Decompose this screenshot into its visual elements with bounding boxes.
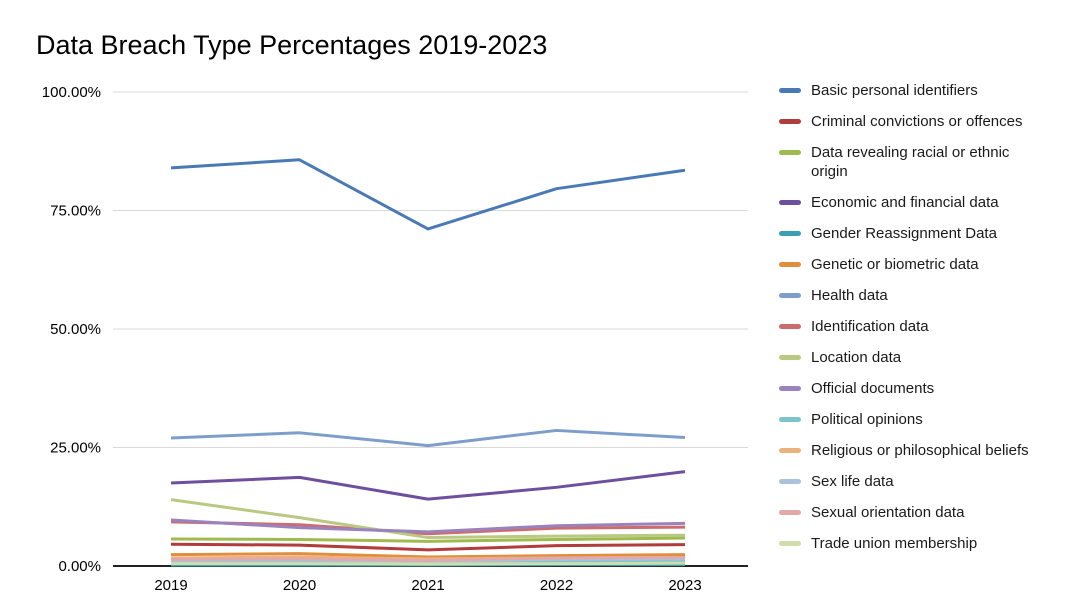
legend-label: Location data [811, 349, 902, 366]
legend-label: Trade union membership [811, 535, 978, 552]
legend-item-religious-or-philosophical-beliefs[interactable]: Religious or philosophical beliefs [779, 441, 1069, 460]
legend-swatch-icon [779, 417, 801, 422]
y-axis-tick-label: 50.00% [50, 321, 101, 338]
legend-swatch-icon [779, 386, 801, 391]
legend-swatch-icon [779, 541, 801, 546]
legend-swatch-icon [779, 448, 801, 453]
series-line-location-data[interactable] [170, 498, 686, 540]
legend-swatch-icon [779, 119, 801, 124]
legend-item-sexual-orientation-data[interactable]: Sexual orientation data [779, 503, 1069, 522]
x-axis-tick-label: 2021 [411, 577, 444, 594]
x-axis-tick-label: 2019 [154, 577, 187, 594]
legend-label: Criminal convictions or offences [811, 113, 1023, 130]
legend-item-location-data[interactable]: Location data [779, 348, 1069, 367]
x-axis-tick-label: 2023 [668, 577, 701, 594]
legend-item-official-documents[interactable]: Official documents [779, 379, 1069, 398]
series-line-genetic-or-biometric-data[interactable] [170, 552, 686, 559]
y-axis-tick-label: 75.00% [50, 203, 101, 220]
x-axis-tick-label: 2022 [540, 577, 573, 594]
legend-swatch-icon [779, 510, 801, 515]
legend-label: Economic and financial data [811, 194, 999, 211]
legend-item-health-data[interactable]: Health data [779, 286, 1069, 305]
series-line-criminal-convictions-or-offences[interactable] [170, 542, 686, 552]
series-line-data-revealing-racial-or-ethnic-origin[interactable] [170, 536, 686, 543]
legend-swatch-icon [779, 355, 801, 360]
legend-swatch-icon [779, 88, 801, 93]
legend-item-data-revealing-racial-or-ethnic-origin[interactable]: Data revealing racial or ethnic origin [779, 143, 1069, 181]
legend-item-identification-data[interactable]: Identification data [779, 317, 1069, 336]
y-axis-tick-label: 25.00% [50, 440, 101, 457]
series-line-trade-union-membership[interactable] [171, 561, 686, 566]
legend-label: Identification data [811, 318, 929, 335]
legend-label: Genetic or biometric data [811, 256, 979, 273]
legend-swatch-icon [779, 479, 801, 484]
legend-item-political-opinions[interactable]: Political opinions [779, 410, 1069, 429]
legend-swatch-icon [779, 231, 801, 236]
legend-item-trade-union-membership[interactable]: Trade union membership [779, 534, 1069, 553]
legend-label: Health data [811, 287, 888, 304]
legend-label: Political opinions [811, 411, 923, 428]
legend-label: Sex life data [811, 473, 894, 490]
legend-label: Sexual orientation data [811, 504, 965, 521]
chart-title: Data Breach Type Percentages 2019-2023 [36, 30, 548, 60]
legend-item-gender-reassignment-data[interactable]: Gender Reassignment Data [779, 224, 1069, 243]
legend-item-criminal-convictions-or-offences[interactable]: Criminal convictions or offences [779, 112, 1069, 131]
legend-swatch-icon [779, 262, 801, 267]
legend-label: Basic personal identifiers [811, 82, 978, 99]
series-line-sexual-orientation-data[interactable] [170, 555, 686, 562]
legend-item-basic-personal-identifiers[interactable]: Basic personal identifiers [779, 81, 1069, 100]
y-axis-tick-label: 100.00% [42, 84, 101, 101]
legend-item-economic-and-financial-data[interactable]: Economic and financial data [779, 193, 1069, 212]
legend-swatch-icon [779, 200, 801, 205]
legend-label: Religious or philosophical beliefs [811, 442, 1029, 459]
series-line-official-documents[interactable] [170, 518, 686, 534]
series-line-economic-and-financial-data[interactable] [170, 470, 686, 501]
legend-item-genetic-or-biometric-data[interactable]: Genetic or biometric data [779, 255, 1069, 274]
x-axis-tick-label: 2020 [283, 577, 316, 594]
legend-label: Data revealing racial or ethnic origin [811, 144, 1010, 180]
legend-label: Gender Reassignment Data [811, 225, 997, 242]
series-line-health-data[interactable] [170, 428, 686, 448]
legend-swatch-icon [779, 293, 801, 298]
legend-swatch-icon [779, 150, 801, 155]
y-axis-tick-label: 0.00% [58, 558, 101, 575]
series-line-basic-personal-identifiers[interactable] [170, 158, 686, 231]
legend-swatch-icon [779, 324, 801, 329]
legend-label: Official documents [811, 380, 935, 397]
legend-item-sex-life-data[interactable]: Sex life data [779, 472, 1069, 491]
chart-legend: Basic personal identifiers Criminal convi… [779, 81, 1069, 565]
